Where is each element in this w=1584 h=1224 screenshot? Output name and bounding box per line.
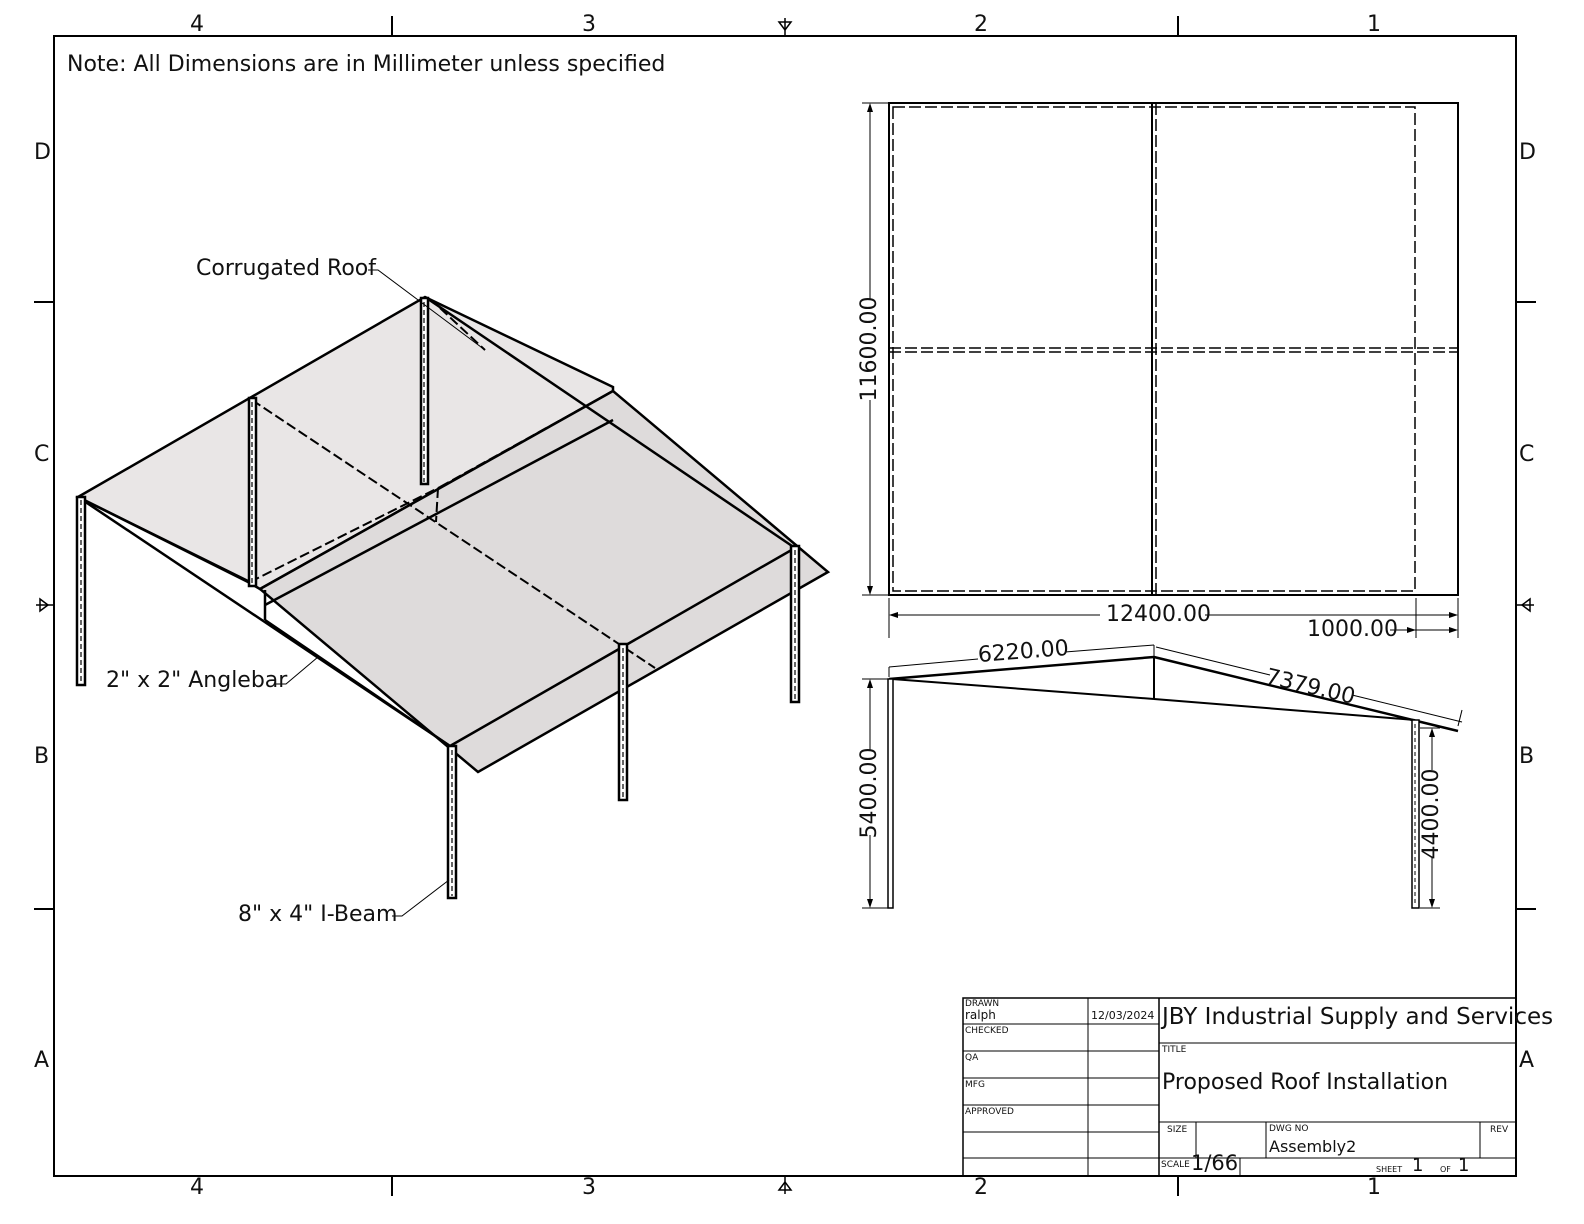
zone-col-2-top: 2 (974, 12, 988, 37)
tb-company: JBY Industrial Supply and Services (1162, 1004, 1554, 1030)
dim-plan-height: 11600.00 (857, 296, 882, 402)
tb-title: Proposed Roof Installation (1162, 1070, 1449, 1095)
dimension-note: Note: All Dimensions are in Millimeter u… (67, 52, 666, 77)
tb-approved-label: APPROVED (965, 1107, 1014, 1117)
zone-row-b-left: B (34, 744, 50, 769)
title-block-lines (962, 997, 1517, 1177)
dim-elev-left-height: 5400.00 (857, 747, 882, 839)
zone-col-2-bottom: 2 (974, 1175, 988, 1200)
callout-ibeam: 8" x 4" I-Beam (238, 902, 398, 927)
tb-of-label: OF (1440, 1165, 1451, 1174)
centering-marks (36, 18, 1534, 1194)
zone-row-c-right: C (1519, 442, 1535, 467)
tb-size-label: SIZE (1167, 1125, 1188, 1135)
zone-col-3-top: 3 (582, 12, 596, 37)
zone-col-4-bottom: 4 (190, 1175, 204, 1200)
zone-row-a-right: A (1519, 1048, 1535, 1073)
tb-scale-label: SCALE (1161, 1160, 1190, 1170)
zone-col-3-bottom: 3 (582, 1175, 596, 1200)
tb-drawn-by: ralph (965, 1008, 996, 1022)
tb-dwg-no: Assembly2 (1269, 1137, 1357, 1156)
callout-anglebar: 2" x 2" Anglebar (106, 668, 288, 693)
tb-qa-label: QA (965, 1053, 979, 1063)
zone-col-4-top: 4 (190, 12, 204, 37)
elevation-view (862, 644, 1463, 909)
isometric-view (75, 269, 831, 917)
tb-sheet-no: 1 (1412, 1155, 1424, 1176)
plan-view (862, 102, 1459, 638)
zone-row-a-left: A (34, 1048, 50, 1073)
tb-rev-label: REV (1490, 1125, 1509, 1135)
zone-row-b-right: B (1519, 744, 1535, 769)
tb-drawn-label: DRAWN (965, 999, 1000, 1009)
callout-corrugated-roof: Corrugated Roof (196, 256, 376, 281)
tb-dwg-no-label: DWG NO (1269, 1124, 1309, 1134)
tb-sheet-total: 1 (1458, 1155, 1470, 1176)
zone-row-d-left: D (34, 140, 51, 165)
tb-title-label: TITLE (1162, 1045, 1187, 1055)
zone-col-1-bottom: 1 (1367, 1175, 1381, 1200)
zone-ticks (34, 16, 1536, 1196)
zone-col-1-top: 1 (1367, 12, 1381, 37)
tb-mfg-label: MFG (965, 1080, 985, 1090)
tb-scale: 1/66 (1191, 1151, 1239, 1175)
leader-lines (276, 269, 486, 917)
dim-plan-width: 12400.00 (1106, 602, 1211, 627)
dim-plan-overhang: 1000.00 (1307, 617, 1398, 642)
tb-drawn-date: 12/03/2024 (1091, 1009, 1155, 1022)
zone-row-c-left: C (34, 442, 50, 467)
dim-elev-right-height: 4400.00 (1419, 768, 1444, 860)
zone-row-d-right: D (1519, 140, 1536, 165)
tb-checked-label: CHECKED (965, 1026, 1009, 1036)
tb-sheet-label: SHEET (1376, 1165, 1403, 1174)
